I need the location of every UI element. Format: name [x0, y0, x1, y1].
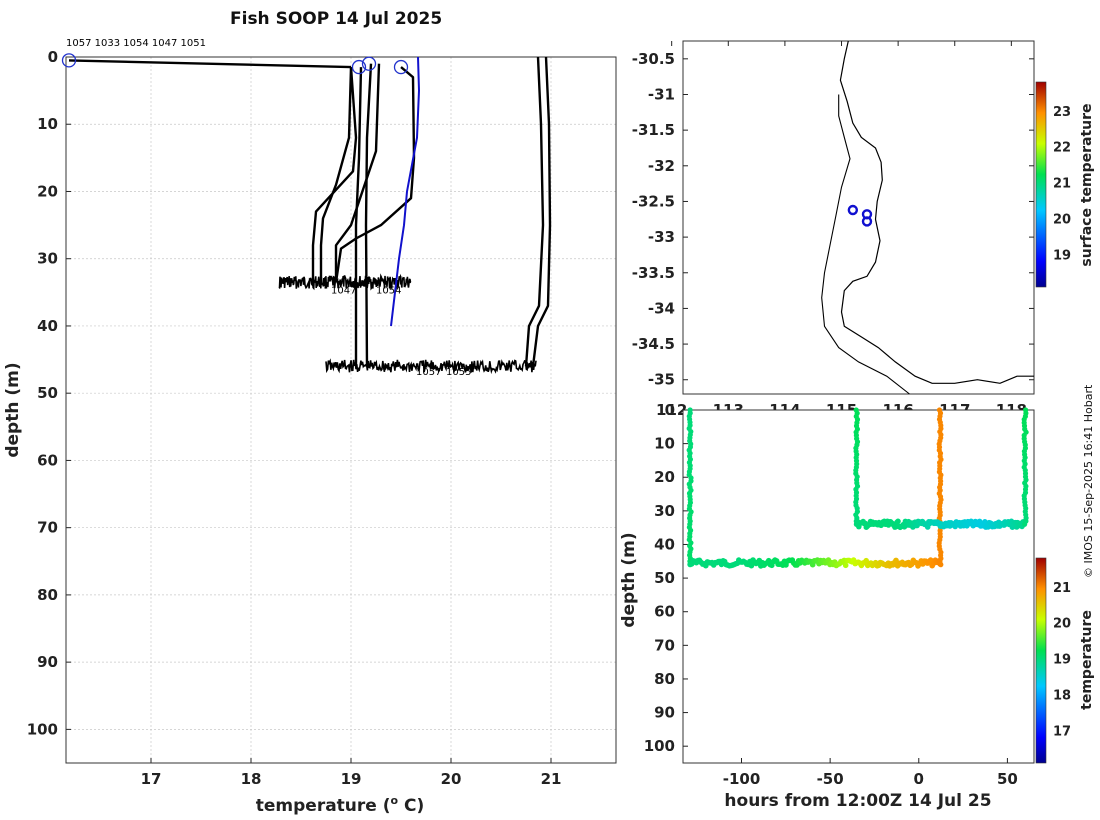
temperature-colorbar-tick: 18 — [1053, 689, 1071, 704]
profile-series-cast-b — [319, 67, 353, 283]
dt-y-tick-label: 70 — [654, 636, 675, 654]
bottom-band — [278, 273, 412, 291]
temperature-colorbar — [1035, 557, 1047, 764]
depth-time-point — [895, 518, 901, 525]
surface-colorbar-label: surface temperature — [1079, 103, 1095, 266]
map-lat-label: -33.5 — [632, 264, 675, 282]
dt-y-tick-label: 30 — [654, 502, 675, 520]
surface-colorbar — [1035, 81, 1047, 288]
map-lat-label: -31 — [648, 85, 675, 103]
temperature-colorbar-tick: 19 — [1053, 653, 1071, 668]
bottom-band — [325, 358, 537, 375]
profile-series-clim — [390, 56, 420, 327]
x-tick-label: 20 — [441, 770, 462, 788]
profile-series-cast-d — [364, 63, 373, 367]
bottom-cast-label: 1054 — [376, 286, 401, 297]
start-marker — [393, 59, 409, 75]
depth-time-plot: -100 -50 0 50 0 10 20 30 40 50 60 70 80 90 100 17 18 19 20… — [619, 401, 1095, 811]
surface-colorbar-tick: 19 — [1053, 249, 1071, 264]
x-tick-label: 19 — [341, 770, 362, 788]
x-tick-label: 18 — [241, 770, 262, 788]
shelf-contour — [821, 94, 910, 395]
bottom-cast-label: 1057 — [416, 367, 441, 378]
map-frame — [682, 40, 1035, 395]
temperature-colorbar-tick: 20 — [1053, 617, 1071, 632]
y-tick-label: 20 — [37, 182, 58, 200]
dt-y-tick-label: 10 — [654, 435, 675, 453]
temperature-colorbar-tick: 21 — [1053, 581, 1071, 596]
y-tick-label: 0 — [48, 48, 58, 66]
map-lat-label: -34 — [648, 299, 675, 317]
map-lat-label: -32 — [648, 157, 675, 175]
profile-series-cast-g — [524, 56, 545, 367]
y-tick-label: 40 — [37, 317, 58, 335]
x-tick-label: 17 — [141, 770, 162, 788]
y-tick-label: 70 — [37, 519, 58, 537]
depth-time-point — [842, 562, 849, 569]
bottom-cast-label: 1047 — [331, 286, 356, 297]
dt-y-tick-label: 80 — [654, 670, 675, 688]
map-lat-label: -31.5 — [632, 121, 675, 139]
start-marker — [61, 53, 77, 68]
figure-title: Fish SOOP 14 Jul 2025 — [230, 9, 443, 29]
map-lon-label: 112 — [656, 401, 687, 419]
temperature-colorbar-label: temperature — [1079, 610, 1095, 710]
map-lat-label: -33 — [648, 228, 675, 246]
dt-y-tick-label: 40 — [654, 535, 675, 553]
cast-location — [861, 216, 873, 227]
surface-colorbar-tick: 22 — [1053, 141, 1071, 156]
cast-location — [847, 204, 859, 216]
coastline — [839, 40, 1034, 384]
x-axis-label: temperature (o C) — [256, 794, 425, 816]
dt-y-axis-label: depth (m) — [619, 532, 639, 627]
y-axis-label: depth (m) — [3, 362, 23, 457]
start-marker — [351, 59, 367, 75]
dt-y-tick-label: 60 — [654, 603, 675, 621]
depth-time-point — [1022, 521, 1028, 527]
y-tick-label: 50 — [37, 384, 58, 402]
surface-colorbar-tick: 21 — [1053, 177, 1071, 192]
y-tick-label: 60 — [37, 451, 58, 469]
dt-y-tick-label: 50 — [654, 569, 675, 587]
profile-series-cast-e — [334, 63, 381, 283]
map-lat-label: -32.5 — [632, 192, 675, 210]
bottom-cast-label: 1055 — [446, 367, 471, 378]
profile-series-cast-c — [354, 67, 363, 367]
profile-series-cast-f — [334, 66, 416, 283]
profile-plot: 17 18 19 20 21 0 10 20 30 40 50 60 70 80 90 100 1057 103… — [3, 38, 617, 816]
profile-series-cast-h — [531, 56, 552, 367]
dt-x-tick-label: 0 — [914, 770, 924, 788]
map-lat-label: -35 — [648, 371, 675, 389]
map-lat-label: -30.5 — [632, 50, 675, 68]
profile-plot-frame — [65, 56, 617, 764]
dt-x-axis-label: hours from 12:00Z 14 Jul 25 — [724, 791, 991, 811]
dt-y-tick-label: 0 — [665, 401, 675, 419]
y-tick-label: 10 — [37, 115, 58, 133]
y-tick-label: 30 — [37, 250, 58, 268]
map-lat-label: -34.5 — [632, 335, 675, 353]
dt-y-tick-label: 20 — [654, 468, 675, 486]
y-tick-label: 90 — [37, 653, 58, 671]
start-marker — [361, 56, 377, 71]
profile-series-surface-transit — [68, 59, 352, 69]
dt-x-tick-label: -100 — [723, 770, 761, 788]
x-tick-label: 21 — [541, 770, 562, 788]
surface-colorbar-tick: 20 — [1053, 213, 1071, 228]
dt-y-tick-label: 90 — [654, 704, 675, 722]
temperature-colorbar-tick: 17 — [1053, 725, 1071, 740]
dt-x-tick-label: 50 — [997, 770, 1018, 788]
surface-colorbar-tick: 23 — [1053, 105, 1071, 120]
map-plot: -30.5 -31 -31.5 -32 -32.5 -33 -33.5 -34 -34.5 -35… — [632, 40, 1095, 419]
depth-time-point — [938, 562, 944, 568]
y-tick-label: 100 — [27, 720, 58, 738]
dt-y-tick-label: 100 — [644, 737, 675, 755]
dt-x-tick-label: -50 — [817, 770, 844, 788]
cast-id-labels: 1057 1033 1054 1047 1051 — [66, 38, 206, 49]
depth-time-point — [982, 519, 988, 525]
y-tick-label: 80 — [37, 586, 58, 604]
